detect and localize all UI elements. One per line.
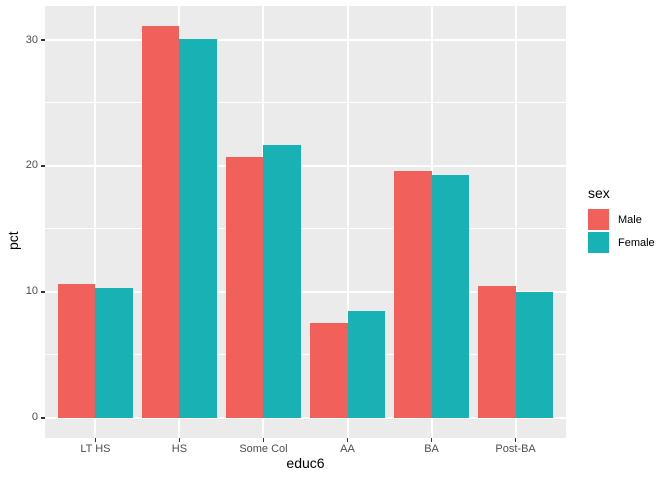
y-tick-mark-0 bbox=[41, 417, 45, 419]
y-tick-mark-30 bbox=[41, 39, 45, 41]
y-tick-label-30: 30 bbox=[25, 33, 38, 46]
legend-keys: Male Female bbox=[588, 209, 655, 253]
x-tick-mark-post-ba bbox=[514, 438, 517, 442]
y-tick-label-10: 10 bbox=[25, 285, 38, 298]
bar-female-aa bbox=[347, 310, 386, 418]
bar-male-post-ba bbox=[477, 285, 516, 418]
x-tick-label-lt-hs: LT HS bbox=[80, 443, 111, 455]
y-axis-title: pct bbox=[5, 231, 21, 251]
bar-female-some-col bbox=[263, 144, 302, 418]
minor-gridline-y-25 bbox=[45, 102, 566, 104]
legend-swatch-male bbox=[588, 209, 609, 230]
major-gridline-y-10 bbox=[45, 290, 566, 293]
major-gridline-y-20 bbox=[45, 164, 566, 167]
legend: sex Male Female bbox=[588, 185, 655, 255]
bar-female-post-ba bbox=[515, 291, 554, 418]
x-axis-title: educ6 bbox=[286, 455, 325, 471]
x-tick-mark-some-col bbox=[262, 438, 265, 442]
bar-female-lt-hs bbox=[95, 288, 134, 418]
legend-title: sex bbox=[588, 185, 610, 201]
bar-male-lt-hs bbox=[57, 284, 96, 418]
legend-swatch-female bbox=[588, 232, 609, 253]
minor-gridline-y-5 bbox=[45, 354, 566, 356]
legend-key-female: Female bbox=[588, 232, 655, 253]
major-gridline-x-aa bbox=[346, 6, 349, 438]
x-tick-label-aa: AA bbox=[340, 443, 355, 455]
y-tick-mark-20 bbox=[41, 165, 45, 167]
y-tick-mark-10 bbox=[41, 291, 45, 293]
x-tick-mark-aa bbox=[346, 438, 349, 442]
minor-gridline-y-15 bbox=[45, 228, 566, 230]
x-tick-label-hs: HS bbox=[171, 443, 188, 455]
x-tick-mark-hs bbox=[178, 438, 181, 442]
major-gridline-y-30 bbox=[45, 39, 566, 41]
major-gridline-x-lt-hs bbox=[94, 6, 97, 438]
bar-male-aa bbox=[309, 323, 348, 418]
plot-panel bbox=[45, 6, 566, 438]
y-tick-label-20: 20 bbox=[25, 159, 38, 172]
x-tick-mark-ba bbox=[430, 438, 433, 442]
x-tick-label-post-ba: Post-BA bbox=[495, 443, 536, 455]
bar-male-ba bbox=[393, 170, 432, 418]
y-tick-label-0: 0 bbox=[31, 411, 38, 424]
bar-female-ba bbox=[431, 174, 470, 418]
x-tick-label-ba: BA bbox=[424, 443, 439, 455]
bar-male-some-col bbox=[225, 157, 264, 418]
major-gridline-y-0 bbox=[45, 416, 566, 419]
x-tick-label-some-col: Some Col bbox=[239, 443, 288, 455]
legend-key-male: Male bbox=[588, 209, 655, 230]
x-tick-mark-lt-hs bbox=[94, 438, 97, 442]
bar-male-hs bbox=[141, 26, 180, 418]
legend-label-male: Male bbox=[618, 213, 642, 226]
bar-female-hs bbox=[179, 38, 218, 418]
major-gridline-x-post-ba bbox=[514, 6, 517, 438]
legend-label-female: Female bbox=[618, 236, 655, 249]
